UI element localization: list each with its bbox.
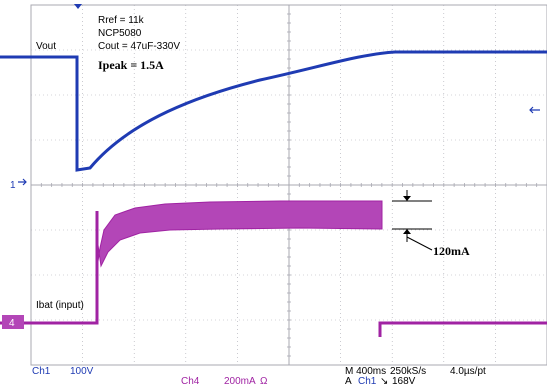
ch4-scale-value[interactable]: 200mA [224, 376, 256, 387]
ch1-vout-trace [0, 50, 547, 172]
ch1-ground-arrow-icon [18, 178, 27, 186]
ch4-current-envelope [96, 200, 383, 269]
trigger-level-value[interactable]: 168V [392, 376, 416, 387]
ch4-current-trace [0, 211, 547, 337]
delta-current-label: 120mA [433, 244, 470, 258]
ch4-unit-icon: Ω [260, 376, 268, 386]
ch1-name-label: Vout [36, 41, 56, 52]
delta-current-bracket [392, 190, 433, 251]
ch1-status-label[interactable]: Ch1 [32, 366, 51, 377]
timebase-value[interactable]: M 400ms [345, 366, 386, 377]
sample-rate-value: 250kS/s [390, 366, 426, 377]
resolution-value: 4.0µs/pt [450, 366, 486, 377]
ch4-ground-marker[interactable] [2, 315, 24, 329]
ipeak-annotation: Ipeak = 1.5A [98, 58, 164, 72]
ch1-scale-value[interactable]: 100V [70, 366, 94, 377]
trigger-slope-icon[interactable]: ↘ [380, 376, 388, 387]
ch1-ground-marker[interactable]: 1 [10, 180, 16, 191]
cout-annotation: Cout = 47uF-330V [98, 41, 180, 52]
ch4-ground-label: 4 [9, 318, 15, 329]
trigger-level-arrow-icon[interactable] [529, 106, 540, 114]
ch4-status-label[interactable]: Ch4 [181, 376, 200, 387]
status-bar: Ch1 100V Ch4 200mA Ω M 400ms 250kS/s 4.0… [32, 366, 486, 387]
trigger-prefix: A [345, 376, 352, 386]
ch4-name-label: Ibat (input) [36, 300, 84, 311]
trigger-source[interactable]: Ch1 [358, 376, 377, 387]
graticule [30, 4, 547, 366]
trigger-position-icon[interactable] [74, 4, 82, 9]
rref-annotation: Rref = 11k [98, 15, 145, 26]
part-annotation: NCP5080 [98, 28, 142, 39]
